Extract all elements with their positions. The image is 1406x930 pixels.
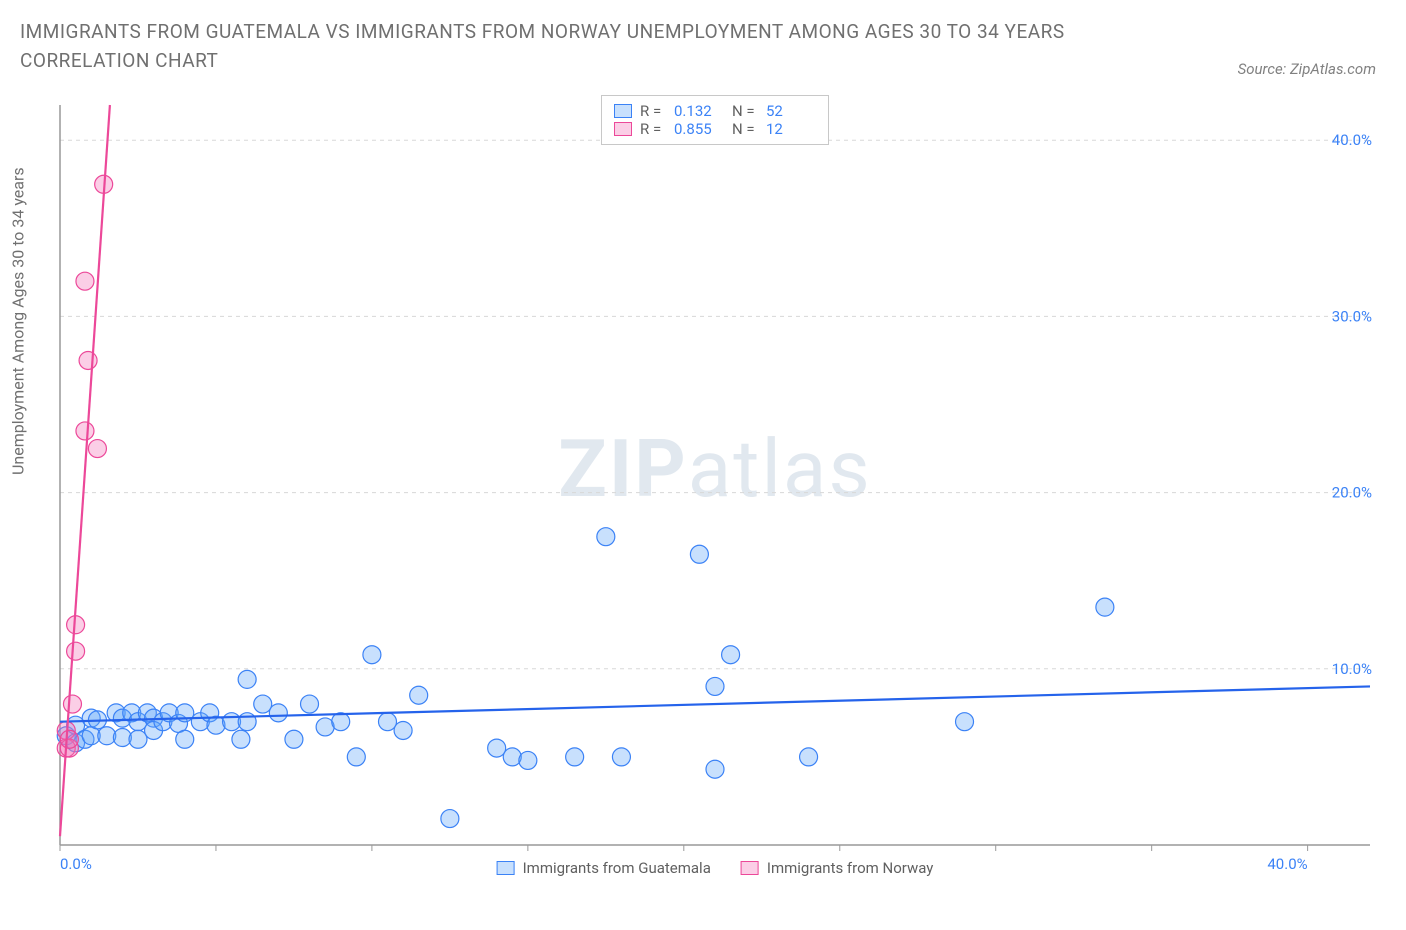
r-value: 0.132: [674, 102, 724, 120]
legend-label: Immigrants from Guatemala: [523, 859, 711, 877]
svg-text:30.0%: 30.0%: [1332, 307, 1372, 325]
legend-stat-row: R = 0.132 N = 52: [614, 102, 816, 120]
plot-area: ZIPatlas 0.0%40.0%10.0%20.0%30.0%40.0% R…: [50, 95, 1380, 875]
legend-label: Immigrants from Norway: [767, 859, 934, 877]
legend-swatch: [741, 861, 759, 875]
n-label: N =: [732, 102, 758, 120]
legend-series: Immigrants from Guatemala Immigrants from…: [497, 859, 934, 877]
svg-text:0.0%: 0.0%: [60, 855, 92, 873]
legend-swatch: [497, 861, 515, 875]
n-label: N =: [732, 120, 758, 138]
legend-swatch: [614, 104, 632, 118]
r-label: R =: [640, 102, 666, 120]
svg-text:40.0%: 40.0%: [1332, 131, 1372, 149]
svg-text:40.0%: 40.0%: [1267, 855, 1307, 873]
legend-stats: R = 0.132 N = 52 R = 0.855 N = 12: [601, 95, 829, 145]
svg-text:20.0%: 20.0%: [1332, 484, 1372, 502]
y-axis-label: Unemployment Among Ages 30 to 34 years: [9, 167, 28, 475]
legend-item: Immigrants from Norway: [741, 859, 934, 877]
chart-title: IMMIGRANTS FROM GUATEMALA VS IMMIGRANTS …: [20, 18, 1146, 75]
n-value: 52: [766, 102, 816, 120]
n-value: 12: [766, 120, 816, 138]
legend-stat-row: R = 0.855 N = 12: [614, 120, 816, 138]
source-label: Source: ZipAtlas.com: [1238, 60, 1376, 78]
svg-text:10.0%: 10.0%: [1332, 660, 1372, 678]
legend-item: Immigrants from Guatemala: [497, 859, 711, 877]
r-label: R =: [640, 120, 666, 138]
scatter-chart: 0.0% 40.0% 10.0% 20.0% 30.0% 40.0%: [50, 95, 1380, 875]
legend-swatch: [614, 122, 632, 136]
r-value: 0.855: [674, 120, 724, 138]
